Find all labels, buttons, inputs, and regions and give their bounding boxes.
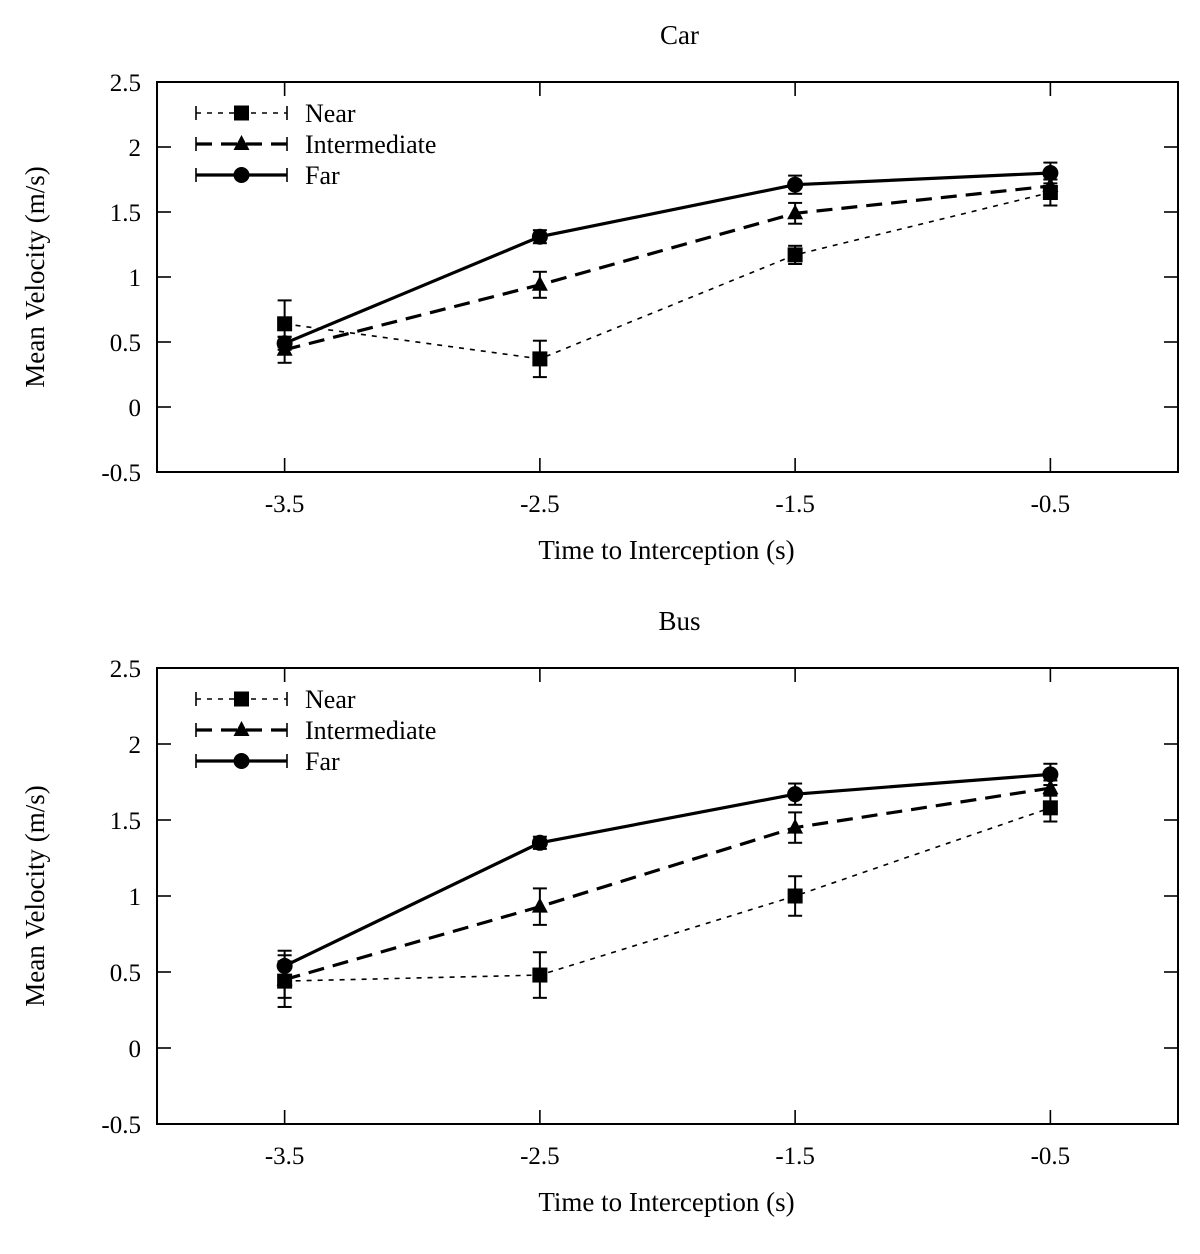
y-tick-label: 1.5 (110, 808, 141, 835)
x-tick-label: -0.5 (1031, 1143, 1071, 1170)
data-point-circle (531, 834, 548, 851)
data-point-square (277, 316, 293, 332)
legend-label: Intermediate (305, 130, 436, 159)
data-point-triangle (787, 204, 804, 220)
legend-marker-triangle (233, 135, 250, 150)
chart-title: Bus (658, 606, 700, 636)
x-tick-label: -2.5 (520, 1143, 560, 1170)
legend-label: Near (305, 685, 356, 714)
data-point-triangle (531, 275, 548, 291)
series-line (284, 184, 1051, 352)
legend-marker-square (234, 105, 249, 121)
data-point-circle (787, 176, 804, 193)
legend-label: Far (305, 161, 340, 190)
x-tick-label: -2.5 (520, 491, 560, 518)
data-point-circle (276, 335, 293, 352)
y-axis-label: Mean Velocity (m/s) (20, 166, 50, 387)
x-tick-label: -0.5 (1031, 491, 1071, 518)
legend-label: Far (305, 747, 340, 776)
x-axis-label: Time to Interception (s) (538, 535, 794, 565)
data-point-square (532, 351, 548, 367)
series-line (284, 171, 1051, 345)
legend-label: Intermediate (305, 716, 436, 745)
data-point-triangle (531, 897, 548, 913)
legend-marker-circle (233, 167, 250, 183)
data-point-circle (1042, 165, 1059, 181)
x-tick-label: -1.5 (775, 1143, 815, 1170)
series-near (277, 793, 1058, 1008)
y-tick-label: -0.5 (101, 460, 141, 487)
x-tick-label: -3.5 (265, 491, 305, 518)
data-point-triangle (787, 818, 804, 834)
y-axis-label: Mean Velocity (m/s) (20, 785, 50, 1006)
data-point-circle (1042, 766, 1059, 783)
y-tick-label: 2 (129, 135, 142, 162)
y-tick-label: 0 (129, 1036, 142, 1063)
legend-label: Near (305, 99, 356, 128)
series-far (276, 762, 1059, 983)
y-tick-label: 0.5 (110, 330, 141, 357)
x-axis-label: Time to Interception (s) (538, 1187, 794, 1217)
series-far (276, 161, 1059, 352)
series-intermediate (276, 177, 1059, 364)
y-tick-label: -0.5 (101, 1112, 141, 1139)
data-point-circle (276, 957, 293, 974)
y-tick-label: 2 (129, 732, 142, 759)
legend-marker-circle (233, 753, 250, 769)
series-line (284, 807, 1051, 982)
chart-panel-car: Car -0.5 0 0.5 1 1.5 2 2.5 -3.5 -2.5 -1.5 -0.5 Time … (20, 20, 1179, 565)
y-tick-label: 2.5 (110, 656, 141, 683)
series-line (283, 772, 1051, 968)
data-point-square (1042, 800, 1058, 816)
data-point-square (787, 247, 803, 263)
data-point-square (787, 888, 803, 904)
x-tick-label: -1.5 (775, 491, 815, 518)
x-tick-label: -3.5 (265, 1143, 305, 1170)
y-tick-label: 1 (129, 884, 142, 911)
y-tick-label: 0 (129, 395, 142, 422)
y-tick-label: 0.5 (110, 960, 141, 987)
y-tick-label: 1.5 (110, 200, 141, 227)
y-tick-label: 1 (129, 265, 142, 292)
series-intermediate (276, 779, 1059, 999)
legend-marker-square (234, 691, 249, 707)
legend-marker-triangle (233, 721, 250, 736)
data-point-triangle (1042, 779, 1059, 795)
chart-title: Car (660, 20, 699, 50)
series-line (284, 786, 1051, 982)
chart-panel-bus: Bus -0.5 0 0.5 1 1.5 2 2.5 -3.5 -2.5 -1.5 -0.5 Time … (20, 606, 1179, 1217)
data-point-square (532, 967, 548, 983)
y-tick-label: 2.5 (110, 70, 141, 97)
data-point-triangle (1042, 177, 1059, 192)
data-point-circle (531, 228, 548, 245)
series-line (284, 191, 1051, 360)
data-point-circle (787, 786, 804, 803)
